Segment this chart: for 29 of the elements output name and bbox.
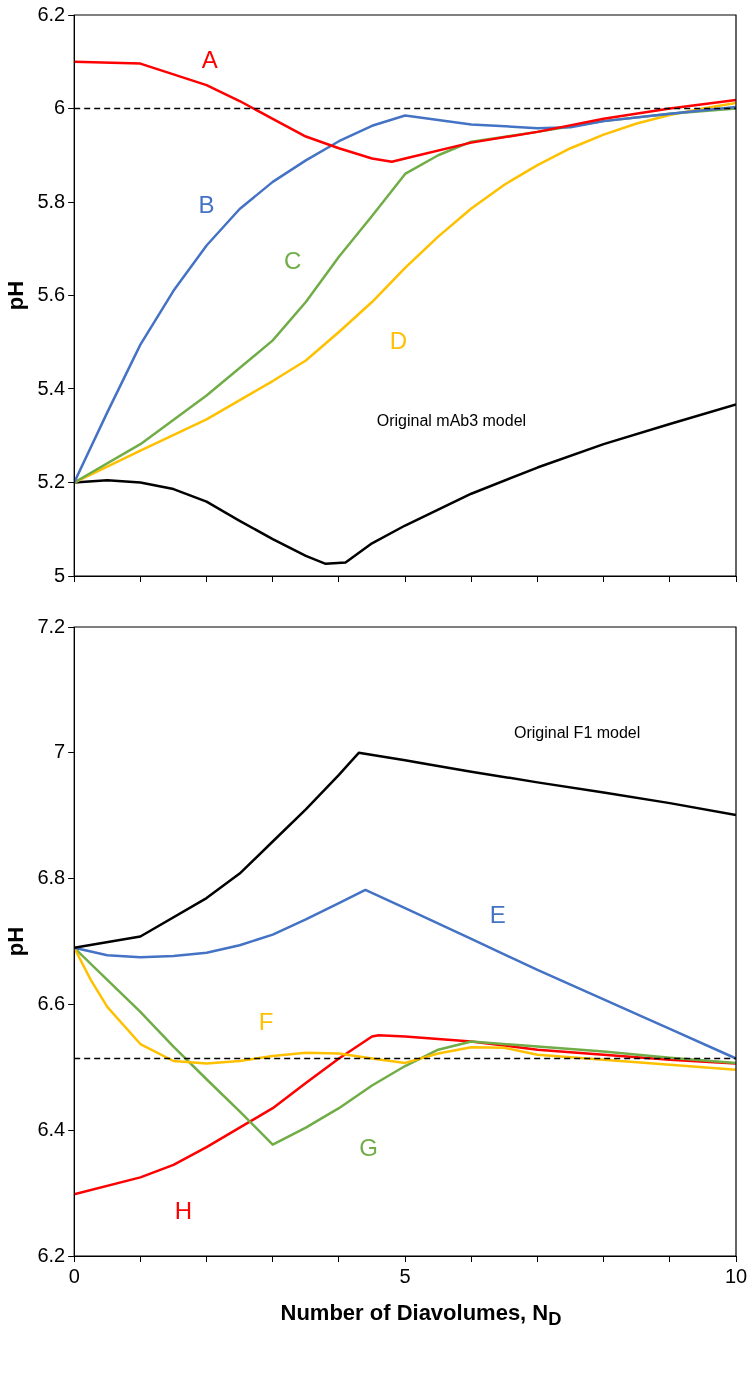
x-tick-label: 10 [724, 1264, 748, 1287]
y-tick-label: 6.8 [37, 866, 66, 889]
y-tick-label: 6.2 [37, 1243, 66, 1266]
series-label: B [198, 191, 215, 219]
series-label: H [174, 1196, 193, 1224]
series-label: G [359, 1133, 379, 1161]
x-tick-label: 5 [399, 1264, 411, 1287]
y-tick-label: 6 [54, 96, 66, 119]
series-label: D [389, 326, 408, 354]
series-label: A [201, 46, 218, 74]
y-tick-label: 5 [54, 563, 66, 586]
series-label: F [258, 1007, 274, 1035]
y-tick-label: 6.6 [37, 991, 66, 1014]
text: Original mAb3 model [376, 412, 527, 430]
y-axis-title: pH [3, 280, 29, 311]
y-tick-label: 5.2 [37, 470, 66, 493]
y-axis-title: pH [3, 926, 29, 957]
y-tick-label: 5.6 [37, 283, 66, 306]
text: Original F1 model [514, 724, 641, 742]
x-axis-title: Number of Diavolumes, N$_{D}$ [279, 1300, 563, 1331]
y-tick-label: 6.4 [37, 1117, 66, 1140]
y-tick-label: 7 [54, 740, 66, 763]
y-tick-label: 5.8 [37, 189, 66, 212]
y-tick-label: 6.2 [37, 2, 66, 25]
y-tick-label: 7.2 [37, 614, 66, 637]
y-tick-label: 5.4 [37, 376, 66, 399]
series-label: C [283, 247, 302, 275]
series-label: E [489, 900, 506, 928]
x-tick-label: 0 [68, 1264, 80, 1287]
